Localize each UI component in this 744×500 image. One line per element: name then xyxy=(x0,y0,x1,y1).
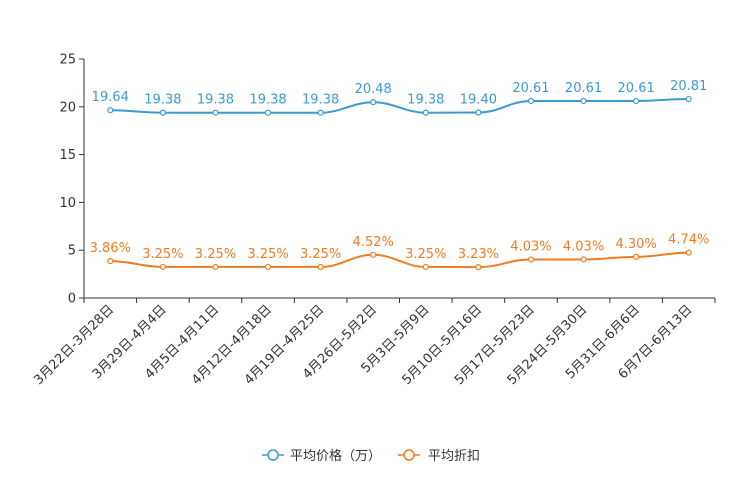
data-point xyxy=(527,256,535,263)
data-label: 19.38 xyxy=(249,93,286,108)
data-point xyxy=(212,109,219,116)
y-tick-label: 10 xyxy=(59,196,76,211)
data-point xyxy=(107,107,114,114)
data-points xyxy=(107,95,692,271)
data-label: 3.25% xyxy=(405,247,446,262)
data-label: 3.25% xyxy=(247,247,288,262)
data-point xyxy=(159,109,166,116)
data-point xyxy=(633,253,640,260)
data-label: 19.38 xyxy=(144,93,181,108)
data-point xyxy=(159,263,166,271)
data-label: 3.23% xyxy=(458,247,499,262)
data-label: 3.25% xyxy=(195,247,236,262)
data-point xyxy=(422,109,429,116)
data-label: 20.81 xyxy=(670,79,707,94)
data-point xyxy=(370,251,377,258)
data-point xyxy=(107,257,114,265)
data-label: 19.40 xyxy=(460,93,497,108)
y-tick-label: 5 xyxy=(68,244,76,259)
data-label: 4.30% xyxy=(615,237,656,252)
data-label: 20.61 xyxy=(618,81,655,96)
data-label: 19.64 xyxy=(92,90,129,105)
data-point xyxy=(317,263,324,271)
data-point xyxy=(685,95,692,103)
legend-item-0[interactable]: 平均价格（万） xyxy=(262,448,381,464)
legend-item-1[interactable]: 平均折扣 xyxy=(398,449,480,464)
y-tick-label: 0 xyxy=(68,292,76,307)
data-label: 20.48 xyxy=(355,82,392,97)
legend-marker-icon xyxy=(403,449,415,461)
legend-marker-icon xyxy=(267,449,279,461)
data-labels: 19.64 19.38 19.38 19.38 19.38 20.48 19.38 19.40… xyxy=(90,79,710,262)
y-tick-label: 15 xyxy=(59,148,76,163)
legend-label: 平均价格（万） xyxy=(290,448,381,464)
y-tick-label: 20 xyxy=(59,100,76,115)
data-label: 19.38 xyxy=(197,93,234,108)
data-point xyxy=(580,256,587,263)
data-point xyxy=(685,249,692,256)
legend[interactable]: 平均价格（万） 平均折扣 xyxy=(262,448,480,464)
y-tick-label: 25 xyxy=(59,53,76,68)
data-point xyxy=(212,263,219,271)
data-label: 20.61 xyxy=(565,81,602,96)
data-point xyxy=(633,97,640,105)
data-label: 19.38 xyxy=(302,93,339,108)
series-line-1 xyxy=(110,251,689,269)
data-label: 3.25% xyxy=(142,247,183,262)
data-label: 3.25% xyxy=(300,247,341,262)
series-line-0 xyxy=(110,98,689,114)
data-point xyxy=(264,263,272,271)
data-point xyxy=(264,109,272,116)
data-label: 20.61 xyxy=(512,81,549,96)
data-point xyxy=(317,109,324,116)
data-label: 19.38 xyxy=(407,93,444,108)
data-point xyxy=(527,97,535,105)
data-label: 4.52% xyxy=(353,235,394,250)
data-label: 3.86% xyxy=(90,241,131,256)
data-label: 4.03% xyxy=(563,239,604,254)
data-point xyxy=(580,97,587,105)
data-label: 4.74% xyxy=(668,233,709,248)
legend-label: 平均折扣 xyxy=(428,449,480,464)
data-point xyxy=(370,99,377,106)
data-point xyxy=(422,263,429,271)
series-lines xyxy=(110,98,689,269)
data-point xyxy=(475,109,482,116)
data-label: 4.03% xyxy=(510,239,551,254)
data-point xyxy=(475,264,482,271)
